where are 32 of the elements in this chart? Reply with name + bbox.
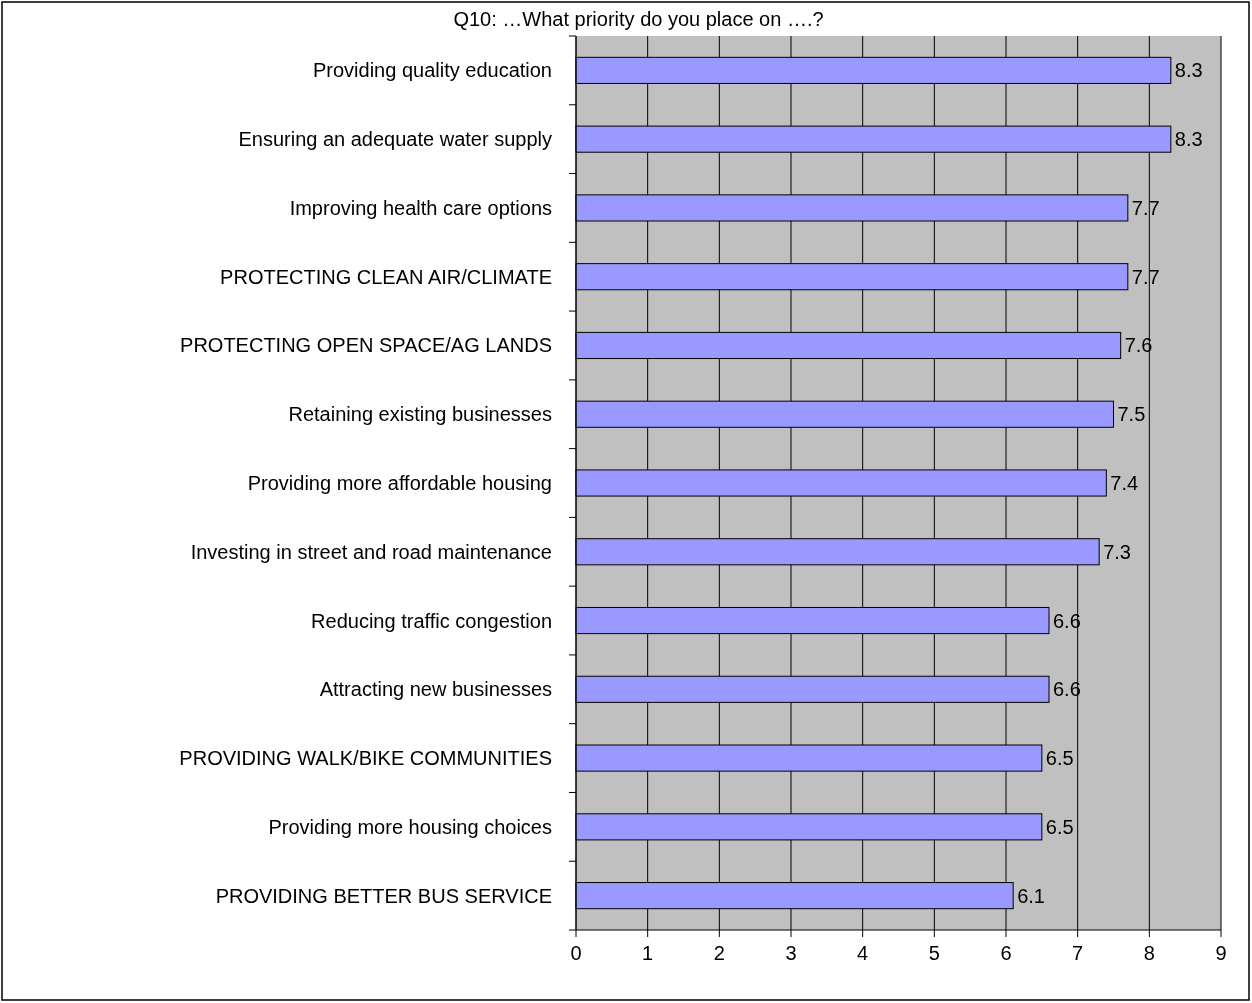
y-tick-label: Retaining existing businesses xyxy=(288,403,552,426)
y-tick-label: PROVIDING BETTER BUS SERVICE xyxy=(215,884,552,907)
x-tick-label: 0 xyxy=(570,942,582,964)
data-label: 6.1 xyxy=(1017,884,1045,907)
y-tick-label: Providing more affordable housing xyxy=(247,472,552,494)
data-label: 7.4 xyxy=(1110,472,1139,494)
x-tick-label: 1 xyxy=(642,942,654,964)
x-tick-label: 5 xyxy=(928,942,940,964)
y-tick-label: PROTECTING OPEN SPACE/AG LANDS xyxy=(180,334,552,357)
y-tick-label: PROTECTING CLEAN AIR/CLIMATE xyxy=(220,265,552,288)
x-tick-label: 7 xyxy=(1072,942,1084,964)
x-tick-label: 4 xyxy=(857,942,869,964)
x-tick-label: 6 xyxy=(1000,942,1012,964)
y-tick-label: Reducing traffic congestion xyxy=(311,609,552,632)
y-tick-label: Providing quality education xyxy=(312,59,552,82)
x-tick-label: 2 xyxy=(713,942,725,964)
x-tick-label: 9 xyxy=(1215,942,1227,964)
y-tick-label: Providing more housing choices xyxy=(268,815,552,838)
y-tick-label: Ensuring an adequate water supply xyxy=(238,128,552,151)
data-label: 8.3 xyxy=(1174,59,1203,82)
y-tick-label: Improving health care options xyxy=(289,196,552,219)
data-label: 6.5 xyxy=(1045,815,1074,838)
data-label: 7.5 xyxy=(1117,403,1146,426)
data-label: 7.3 xyxy=(1103,540,1131,563)
y-tick-label: Investing in street and road maintenance xyxy=(190,540,552,563)
data-label: 8.3 xyxy=(1174,128,1203,151)
x-tick-label: 3 xyxy=(785,942,797,964)
chart-title: Q10: …What priority do you place on ….? xyxy=(453,8,824,30)
data-label: 6.5 xyxy=(1045,747,1074,770)
y-tick-label: PROVIDING WALK/BIKE COMMUNITIES xyxy=(179,747,552,770)
x-tick-label: 8 xyxy=(1143,942,1155,964)
y-tick-label: Attracting new businesses xyxy=(319,678,552,701)
